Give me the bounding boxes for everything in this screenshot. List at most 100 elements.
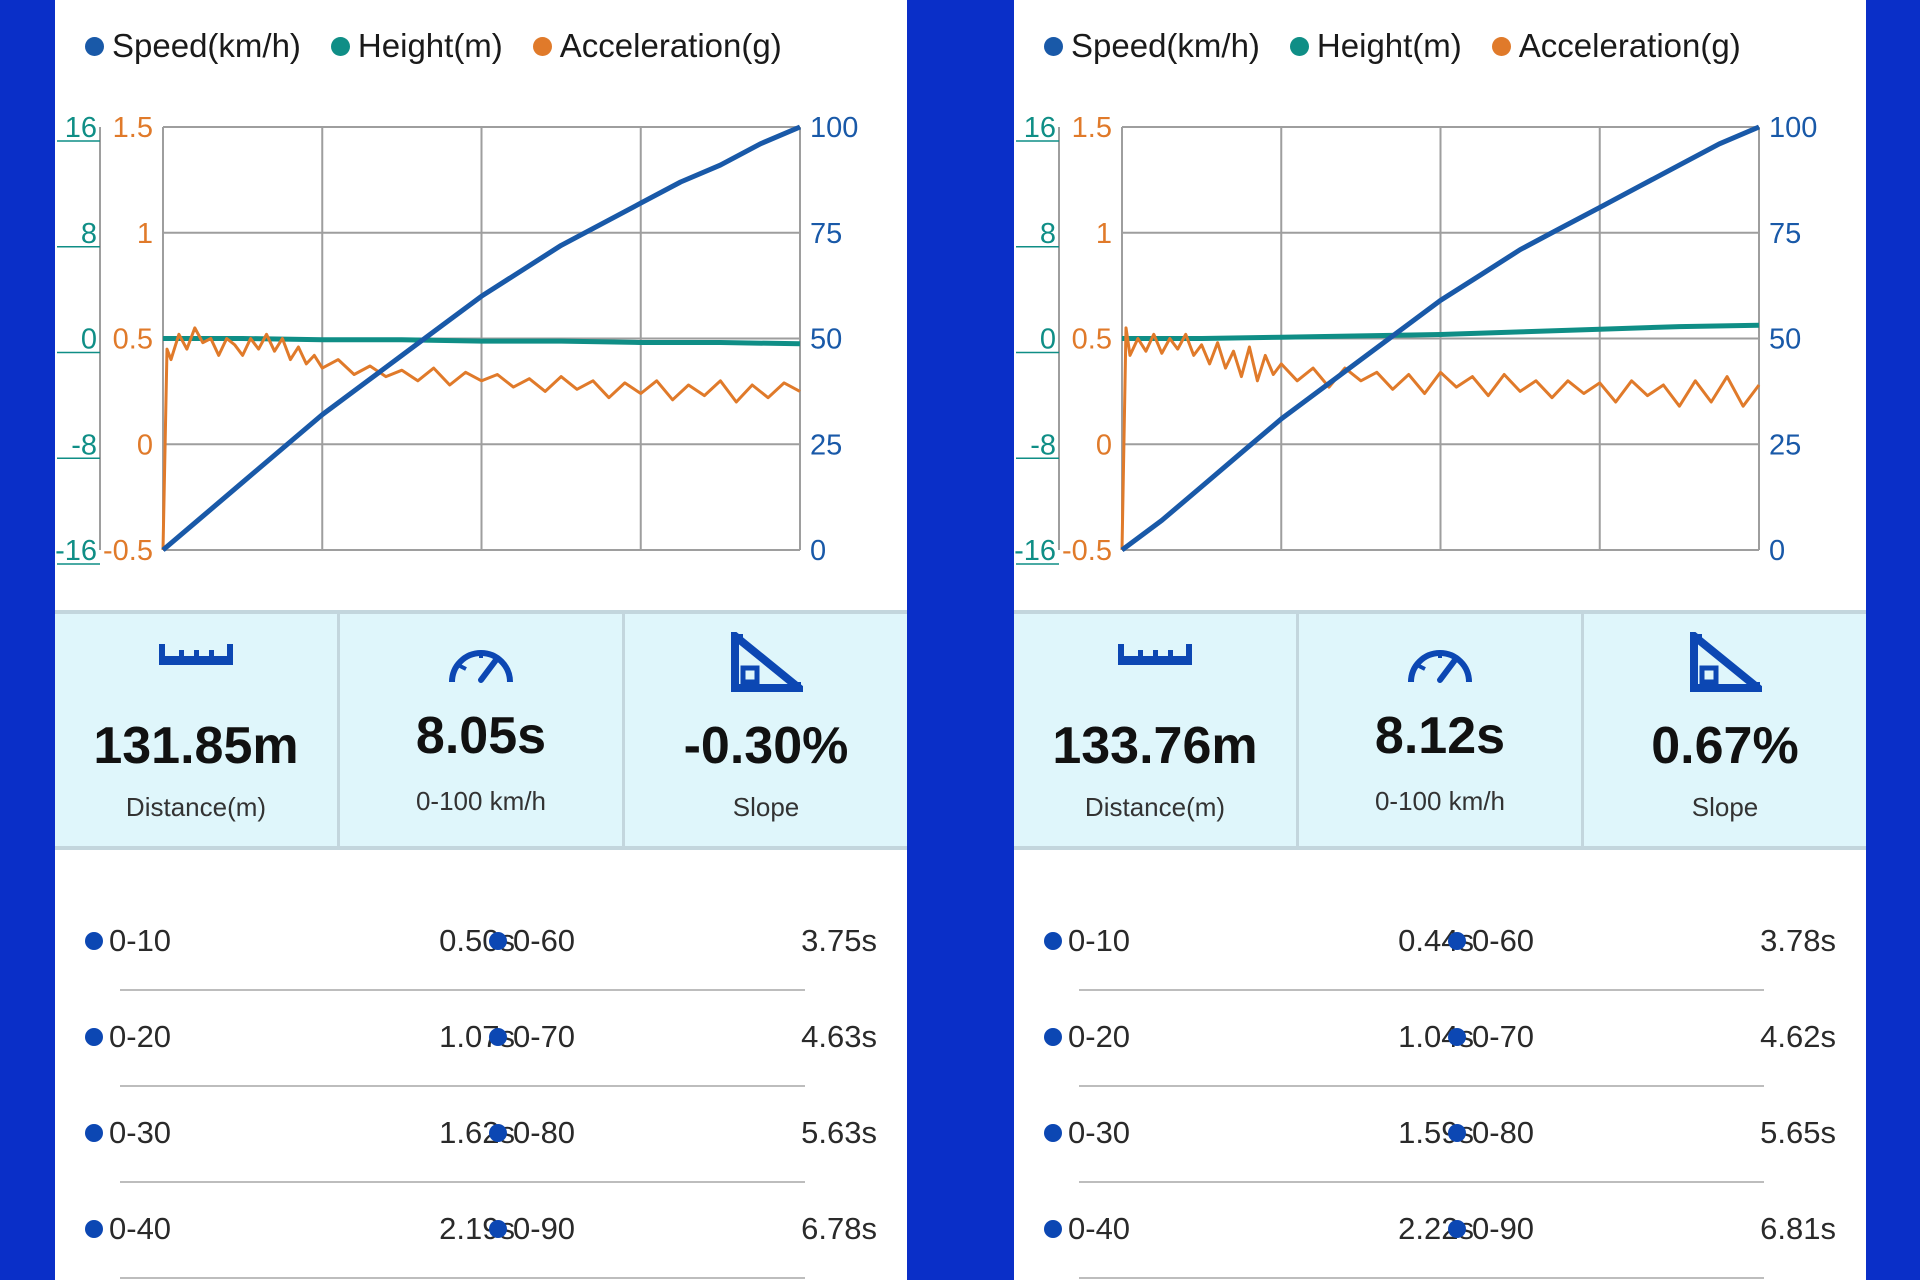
bullet-dot-icon: [85, 1220, 103, 1238]
split-row: 0-30 1.62s 0-80 5.63s: [55, 1087, 907, 1183]
slope-value: 0.67%: [1651, 717, 1799, 775]
bullet-dot-icon: [1044, 1124, 1062, 1142]
split-label: 0-90: [1448, 1211, 1534, 1247]
split-label: 0-40: [85, 1211, 171, 1247]
slope-stat: -0.30% Slope: [625, 614, 907, 846]
chart-legend: Speed(km/h) Height(m) Acceleration(g): [85, 26, 782, 66]
speed-tick-label: 25: [810, 429, 842, 461]
row-divider: [1079, 1181, 1764, 1183]
bullet-dot-icon: [1448, 932, 1466, 950]
distance-value: 131.85m: [93, 717, 299, 775]
ruler-icon: [159, 644, 233, 665]
chart-grid: [1121, 126, 1760, 551]
time-label: 0-100 km/h: [1374, 786, 1506, 816]
height-tick-label: 16: [65, 112, 97, 144]
height-tick-label: 0: [1040, 324, 1056, 356]
speed-tick-label: 50: [810, 324, 842, 356]
split-time: 6.78s: [801, 1211, 877, 1246]
accel-tick-label: -0.5: [103, 535, 153, 567]
time-stat: 8.05s 0-100 km/h: [340, 614, 625, 846]
split-label: 0-10: [1044, 923, 1130, 959]
split-time: 5.63s: [801, 1115, 877, 1150]
split-time: 4.62s: [1760, 1019, 1836, 1054]
accel-tick-label: 0: [1096, 429, 1112, 461]
speedometer-icon: [449, 650, 513, 683]
row-divider: [1079, 989, 1764, 991]
slope-label: Slope: [1691, 792, 1759, 822]
distance-stat: 131.85m Distance(m): [55, 614, 340, 846]
legend-acceleration-label: Acceleration(g): [559, 27, 782, 64]
split-label: 0-10: [85, 923, 171, 959]
row-divider: [120, 1277, 805, 1279]
slope-icon: [731, 632, 803, 692]
height-tick-label: -8: [1030, 429, 1056, 461]
split-label: 0-40: [1044, 1211, 1130, 1247]
bullet-dot-icon: [489, 1220, 507, 1238]
speed-tick-label: 100: [810, 112, 858, 144]
speed-tick-label: 25: [1769, 429, 1801, 461]
accel-tick-label: 1.5: [113, 112, 153, 144]
acceleration-chart: 16 1.5 100 8 1 75 0 0.5 50 -8 0 25 -16 -0.5 0: [55, 112, 858, 567]
time-value: 8.05s: [415, 707, 547, 765]
height-tick-label: 16: [1024, 112, 1056, 144]
slope-icon: [1690, 632, 1762, 692]
speed-tick-label: 0: [1769, 535, 1785, 567]
bullet-dot-icon: [1448, 1124, 1466, 1142]
slope-label: Slope: [732, 792, 800, 822]
legend-height-label: Height(m): [357, 27, 503, 64]
split-times-table: 0-10 0.44s 0-60 3.78s 0-20 1.04s 0-70 4.…: [1014, 895, 1866, 1279]
accel-tick-label: 0: [137, 429, 153, 461]
split-label: 0-20: [85, 1019, 171, 1055]
split-label: 0-60: [1448, 923, 1534, 959]
split-time: 6.81s: [1760, 1211, 1836, 1246]
speed-tick-label: 0: [810, 535, 826, 567]
accel-series-line: [161, 326, 801, 551]
split-label: 0-60: [489, 923, 575, 959]
height-tick-label: 8: [1040, 218, 1056, 250]
row-divider: [1079, 1277, 1764, 1279]
distance-label: Distance(m): [125, 792, 267, 822]
legend-speed-label: Speed(km/h): [112, 27, 301, 64]
speedometer-icon: [1408, 650, 1472, 683]
split-label: 0-80: [1448, 1115, 1534, 1151]
speed-tick-label: 75: [1769, 218, 1801, 250]
legend-speed-label: Speed(km/h): [1071, 27, 1260, 64]
acceleration-chart: 16 1.5 100 8 1 75 0 0.5 50 -8 0 25 -16 -0.5 0: [1014, 112, 1817, 567]
height-tick-label: -16: [1014, 535, 1056, 567]
split-label: 0-20: [1044, 1019, 1130, 1055]
bullet-dot-icon: [1044, 932, 1062, 950]
distance-value: 133.76m: [1052, 717, 1258, 775]
bullet-dot-icon: [489, 1028, 507, 1046]
split-label: 0-30: [1044, 1115, 1130, 1151]
split-row: 0-20 1.07s 0-70 4.63s: [55, 991, 907, 1087]
legend-speed: Speed(km/h): [1044, 27, 1260, 65]
legend-height-label: Height(m): [1316, 27, 1462, 64]
speed-dot-icon: [85, 36, 104, 56]
height-tick-label: 8: [81, 218, 97, 250]
speed-dot-icon: [1044, 36, 1063, 56]
accel-tick-label: 1: [1096, 218, 1112, 250]
slope-stat: 0.67% Slope: [1584, 614, 1866, 846]
bullet-dot-icon: [1044, 1028, 1062, 1046]
height-dot-icon: [330, 36, 350, 56]
row-divider: [120, 1085, 805, 1087]
legend-speed: Speed(km/h): [85, 27, 301, 65]
split-row: 0-40 2.22s 0-90 6.81s: [1014, 1183, 1866, 1279]
acceleration-dot-icon: [1491, 36, 1511, 56]
split-label: 0-70: [1448, 1019, 1534, 1055]
split-label: 0-80: [489, 1115, 575, 1151]
speed-series-line: [161, 124, 801, 552]
legend-height: Height(m): [330, 27, 503, 65]
row-divider: [120, 989, 805, 991]
speed-tick-label: 50: [1769, 324, 1801, 356]
legend-height: Height(m): [1289, 27, 1462, 65]
bullet-dot-icon: [85, 932, 103, 950]
bullet-dot-icon: [1448, 1028, 1466, 1046]
split-time: 3.75s: [801, 923, 877, 958]
result-panel-left: Speed(km/h) Height(m) Acceleration(g) 16…: [55, 0, 907, 1280]
accel-tick-label: 1.5: [1072, 112, 1112, 144]
legend-acceleration: Acceleration(g): [1491, 27, 1741, 65]
bullet-dot-icon: [1448, 1220, 1466, 1238]
split-time: 5.65s: [1760, 1115, 1836, 1150]
stats-bar: 131.85m Distance(m) 8.05s 0-100 km/h -0.…: [55, 610, 907, 850]
